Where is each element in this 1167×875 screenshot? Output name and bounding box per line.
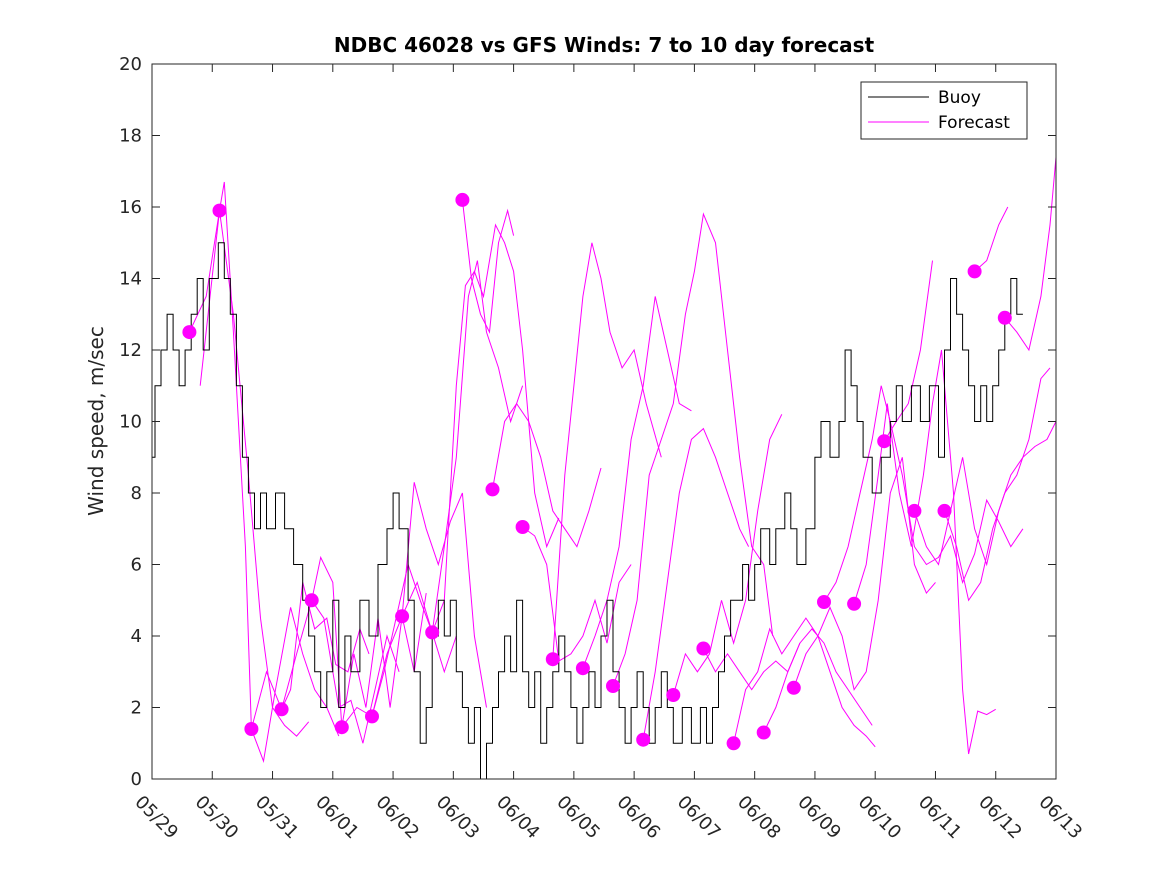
- forecast-marker: [334, 720, 349, 735]
- x-tick-label: 06/10: [854, 792, 906, 844]
- x-tick-label: 06/13: [1034, 792, 1086, 844]
- chart-title: NDBC 46028 vs GFS Winds: 7 to 10 day for…: [334, 33, 875, 57]
- forecast-marker: [304, 593, 319, 608]
- forecast-line: [582, 296, 692, 669]
- forecast-line: [552, 242, 662, 660]
- y-tick-label: 2: [131, 698, 142, 719]
- buoy-series: [152, 242, 1023, 780]
- forecast-marker: [425, 625, 440, 640]
- forecast-marker: [726, 736, 741, 751]
- y-tick-label: 16: [119, 197, 142, 218]
- forecast-line: [823, 385, 1024, 603]
- y-tick-label: 6: [131, 555, 142, 576]
- forecast-marker: [786, 680, 801, 695]
- legend: Buoy Forecast: [860, 81, 1028, 140]
- forecast-line: [401, 260, 524, 633]
- y-tick-label: 14: [119, 269, 142, 290]
- x-tick-label: 06/07: [673, 792, 725, 844]
- forecast-marker: [515, 520, 530, 534]
- forecast-line: [461, 199, 515, 334]
- x-tick-label: 06/11: [914, 792, 966, 844]
- x-tick-label: 06/05: [552, 792, 604, 844]
- forecast-marker: [666, 688, 681, 702]
- forecast-marker: [244, 722, 259, 736]
- forecast-marker: [182, 325, 197, 340]
- forecast-line: [311, 555, 427, 728]
- y-tick-label: 20: [119, 54, 142, 75]
- y-tick-label: 18: [119, 126, 142, 147]
- forecast-line: [672, 414, 783, 696]
- forecast-marker: [756, 725, 771, 740]
- forecast-marker: [274, 702, 289, 717]
- forecast-marker: [817, 595, 831, 609]
- plot-area: [151, 63, 1057, 780]
- legend-box: [860, 81, 1028, 140]
- x-tick-label: 05/29: [130, 792, 182, 844]
- x-tick-label: 05/31: [251, 792, 303, 844]
- x-tick-label: 06/09: [793, 792, 845, 844]
- forecast-marker: [636, 732, 651, 747]
- y-tick-label: 8: [131, 483, 142, 504]
- forecast-line: [883, 260, 933, 442]
- x-tick-label: 06/01: [311, 792, 363, 844]
- legend-forecast-label: Forecast: [938, 113, 1010, 133]
- x-tick-label: 05/30: [191, 792, 243, 844]
- forecast-marker: [455, 192, 470, 207]
- forecast-line: [913, 421, 1057, 567]
- y-tick-label: 12: [119, 340, 142, 361]
- forecast-line: [612, 212, 774, 687]
- x-tick-label: 06/04: [492, 792, 544, 844]
- forecast-line: [199, 181, 340, 764]
- forecast-marker: [907, 503, 922, 518]
- x-tick-label: 06/12: [974, 792, 1026, 844]
- forecast-marker: [395, 609, 410, 624]
- x-tick-label: 06/08: [733, 792, 785, 844]
- forecast-series: [188, 156, 1057, 764]
- forecast-markers: [182, 192, 1012, 751]
- forecast-line: [371, 482, 487, 717]
- y-tick-label: 0: [131, 769, 142, 790]
- forecast-line: [188, 210, 310, 737]
- y-tick-label: 4: [131, 626, 142, 647]
- x-tick-label: 06/06: [613, 792, 665, 844]
- y-axis: 0 2 4 6 8 10 12 14 16 18 20: [119, 54, 1056, 790]
- forecast-line: [250, 582, 370, 730]
- buoy-line: [152, 242, 1023, 780]
- forecast-marker: [575, 661, 590, 676]
- forecast-line: [492, 402, 602, 548]
- forecast-marker: [545, 652, 560, 667]
- forecast-marker: [967, 264, 982, 279]
- forecast-line: [853, 349, 996, 755]
- forecast-line: [341, 562, 457, 728]
- forecast-line: [793, 457, 936, 691]
- forecast-line: [974, 206, 1009, 272]
- y-axis-label: Wind speed, m/sec: [84, 326, 108, 516]
- forecast-marker: [997, 310, 1012, 325]
- legend-buoy-label: Buoy: [938, 88, 981, 108]
- forecast-marker: [847, 596, 862, 611]
- forecast-marker: [212, 203, 227, 218]
- forecast-line: [702, 642, 801, 691]
- forecast-marker: [485, 482, 500, 497]
- forecast-marker: [606, 679, 620, 693]
- y-tick-label: 10: [119, 412, 142, 433]
- x-tick-label: 06/03: [432, 792, 484, 844]
- forecast-marker: [365, 709, 379, 724]
- x-tick-label: 06/02: [372, 792, 424, 844]
- forecast-line: [431, 223, 560, 633]
- forecast-line: [944, 367, 1051, 602]
- forecast-marker: [937, 503, 952, 518]
- forecast-line: [733, 617, 876, 748]
- forecast-marker: [877, 434, 892, 449]
- forecast-line: [642, 427, 750, 740]
- forecast-line: [1004, 156, 1057, 352]
- forecast-marker: [696, 641, 711, 656]
